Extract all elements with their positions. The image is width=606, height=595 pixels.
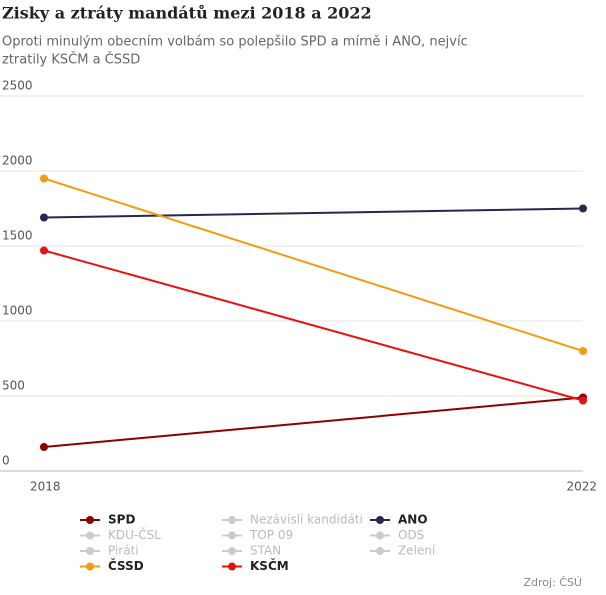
point — [40, 213, 48, 222]
legend-dot — [376, 516, 384, 524]
point — [579, 396, 587, 405]
chart-subtitle: Oproti minulým obecním volbám so polepši… — [2, 35, 468, 50]
y-tick-label: 2000 — [2, 154, 33, 168]
line — [43, 249, 584, 402]
legend-dot — [228, 547, 236, 555]
legend-dot — [376, 547, 384, 555]
chart-title: Zisky a ztráty mandátů mezi 2018 a 2022 — [2, 3, 372, 23]
point — [40, 443, 48, 451]
legend-label: STAN — [250, 544, 281, 558]
legend-dot — [228, 531, 236, 540]
point — [579, 347, 587, 355]
legend-dot — [86, 516, 94, 524]
legend-label: SPD — [108, 513, 135, 527]
legend-dot — [86, 562, 94, 571]
legend-dot — [86, 531, 94, 540]
legend-label: TOP 09 — [249, 528, 293, 542]
y-tick-label: 1500 — [2, 229, 33, 243]
source: Zdroj: ČSÚ — [523, 576, 582, 589]
legend-dot — [228, 562, 236, 571]
line — [43, 177, 584, 352]
line — [43, 207, 584, 219]
legend-label: KSČM — [250, 558, 289, 573]
y-tick-label: 2500 — [2, 79, 33, 93]
legend-dot — [228, 516, 236, 524]
legend-label: ANO — [398, 513, 428, 527]
point — [40, 174, 48, 183]
chart-subtitle: ztratily KSČM a ČSSD — [2, 52, 140, 68]
legend-label: Zelení — [398, 544, 436, 558]
x-tick-label: 2022 — [566, 480, 597, 494]
legend-label: ODS — [398, 528, 424, 542]
legend-dot — [86, 547, 94, 555]
y-tick-label: 1000 — [2, 304, 33, 318]
legend-label: KDU-ČSL — [108, 527, 161, 542]
point — [579, 204, 587, 213]
point — [40, 246, 48, 255]
legend-label: ČSSD — [108, 558, 144, 573]
legend-label: Piráti — [108, 544, 139, 558]
x-tick-label: 2018 — [30, 480, 61, 494]
y-tick-label: 500 — [2, 379, 25, 393]
legend-dot — [376, 531, 384, 540]
y-tick-label: 0 — [2, 454, 10, 468]
legend-label: Nezávislí kandidáti — [250, 513, 363, 527]
line — [43, 396, 584, 448]
